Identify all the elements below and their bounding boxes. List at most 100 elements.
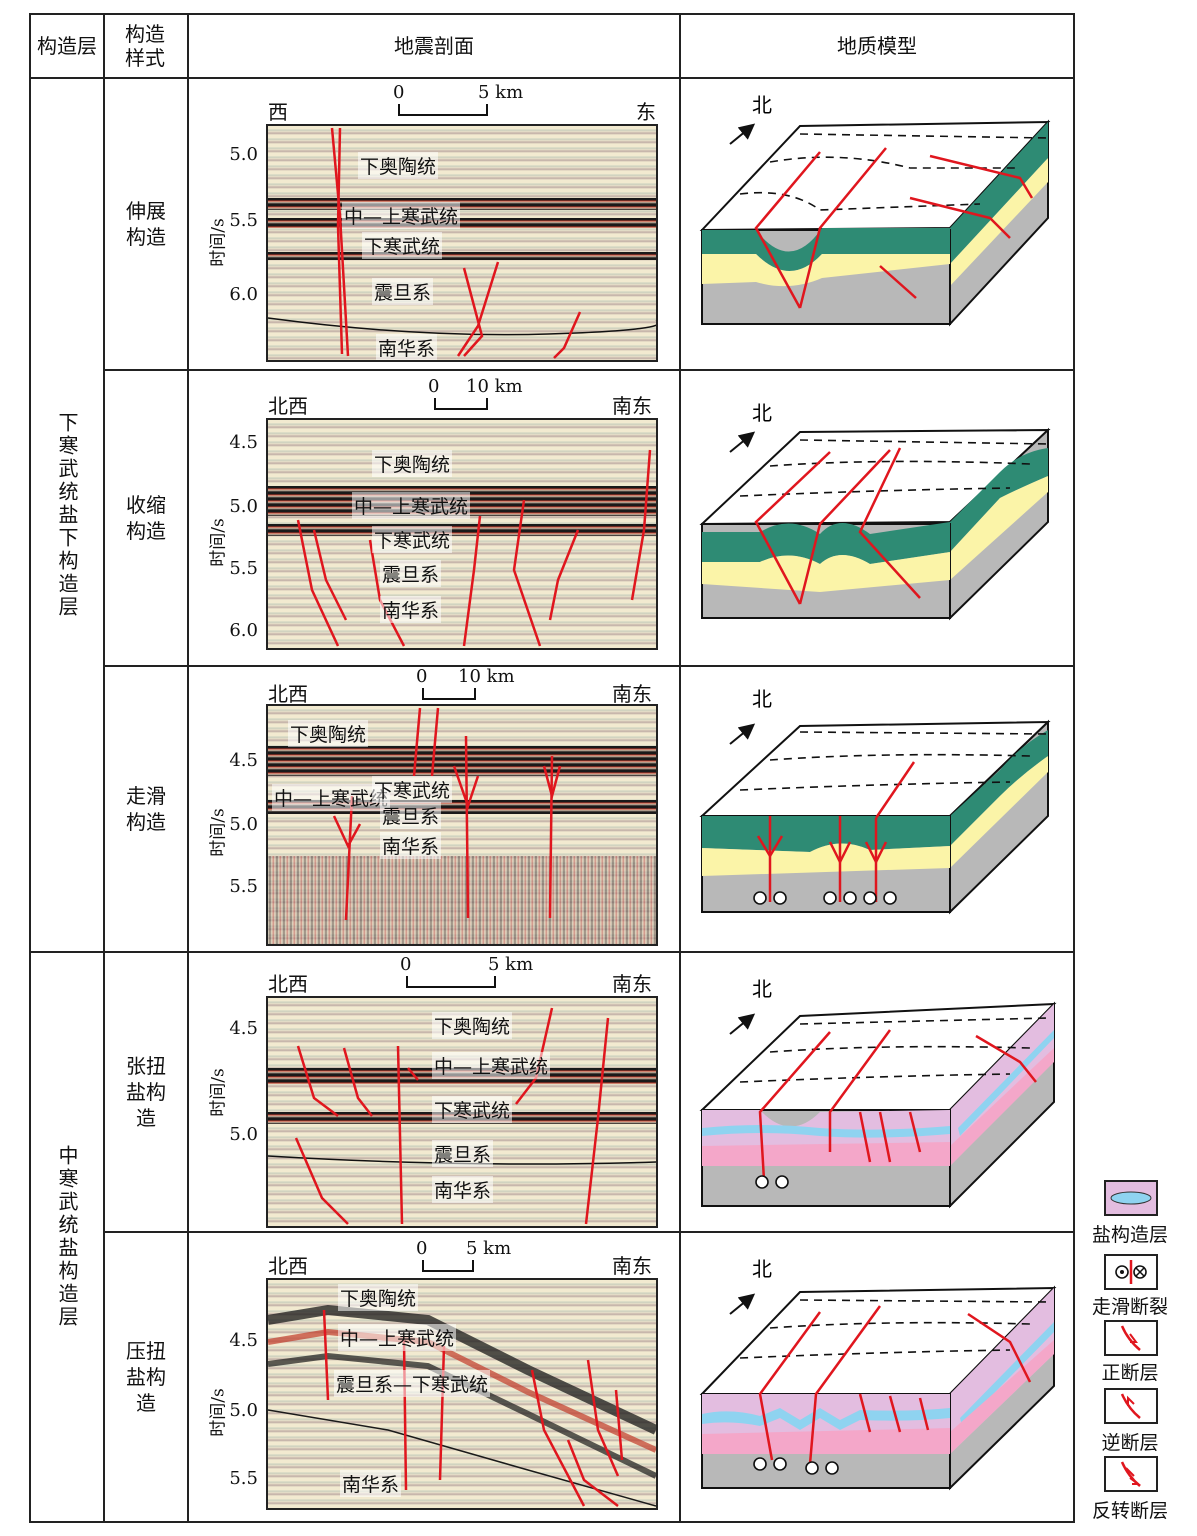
tick-label: 5.0 <box>229 144 258 165</box>
style-label-transpressional-salt: 压扭盐构造 <box>126 1339 166 1415</box>
scale-bar <box>422 1260 474 1272</box>
tick-label: 5.0 <box>229 1400 258 1421</box>
horizon-label: 南华系 <box>380 832 442 859</box>
horizon-label: 震旦系 <box>380 802 442 829</box>
scale-end: 5 km <box>478 82 524 103</box>
tick-label: 4.5 <box>229 1330 258 1351</box>
scale-end: 10 km <box>466 376 523 397</box>
horizon-label: 震旦系—下寒武统 <box>334 1370 491 1397</box>
tick-label: 5.5 <box>229 1468 258 1489</box>
north-label: 北 <box>752 93 772 117</box>
scale-bar <box>434 398 488 410</box>
strike-slip-icon <box>1104 1254 1158 1290</box>
horizon-label: 下奥陶统 <box>432 1012 513 1039</box>
north-label: 北 <box>752 401 772 425</box>
fault-traces <box>332 707 562 921</box>
scale-end: 5 km <box>488 954 534 975</box>
direction-right: 南东 <box>612 1254 652 1278</box>
tick-label: 6.0 <box>229 620 258 641</box>
horizon-label: 下寒武统 <box>432 1096 513 1123</box>
block-model-extensional: 北 <box>699 93 1051 327</box>
tick-label: 6.0 <box>229 284 258 305</box>
group-label-subsalt: 下寒武统盐下构造层 <box>55 411 79 619</box>
seismic-panel-transtensional: 下奥陶统 中—上寒武统 下寒武统 震旦系 南华系 <box>266 996 658 1228</box>
legend-label: 盐构造层 <box>1091 1224 1168 1246</box>
y-axis-label: 时间/s <box>208 1068 229 1117</box>
header-structural-style: 构造样式 <box>125 22 165 70</box>
style-label-strike-slip: 走滑构造 <box>126 784 166 834</box>
seismic-panel-extensional: 下奥陶统 中—上寒武统 下寒武统 震旦系 南华系 <box>266 124 658 362</box>
style-label-extensional: 伸展构造 <box>126 199 166 249</box>
style-label-contractional: 收缩构造 <box>126 493 166 543</box>
seismic-panel-strike-slip: 下奥陶统 中—上寒武统 下寒武统 震旦系 南华系 <box>266 704 658 946</box>
scale-bar <box>422 688 476 700</box>
reverse-fault-icon <box>1104 1388 1158 1424</box>
horizon-label: 下寒武统 <box>372 776 453 803</box>
style-label-transtensional-salt: 张扭盐构造 <box>126 1054 166 1130</box>
scale-zero: 0 <box>416 1238 428 1259</box>
tick-label: 4.5 <box>229 432 258 453</box>
seismic-panel-contractional: 下奥陶统 中—上寒武统 下寒武统 震旦系 南华系 <box>266 418 658 650</box>
header-geologic-model: 地质模型 <box>837 34 917 58</box>
block-model-transpressional-salt: 北 <box>699 1257 1057 1491</box>
tick-label: 4.5 <box>229 1018 258 1039</box>
horizon-label: 南华系 <box>432 1176 494 1203</box>
scale-zero: 0 <box>428 376 440 397</box>
horizon-label: 南华系 <box>380 596 442 623</box>
fault-traces <box>296 449 652 647</box>
scale-bar <box>398 104 488 116</box>
legend-label: 正断层 <box>1101 1362 1159 1384</box>
fault-traces <box>268 127 656 359</box>
horizon-label: 中—上寒武统 <box>432 1052 551 1079</box>
salt-layer-icon <box>1104 1180 1158 1216</box>
horizon-label: 下奥陶统 <box>338 1284 419 1311</box>
horizon-label: 下寒武统 <box>372 526 453 553</box>
block-model-contractional: 北 <box>699 401 1051 621</box>
block-model-strike-slip: 北 <box>699 687 1051 915</box>
direction-right: 东 <box>636 100 656 124</box>
direction-left: 西 <box>268 100 288 124</box>
horizon-label: 中—上寒武统 <box>352 492 471 519</box>
legend-label: 逆断层 <box>1101 1432 1159 1454</box>
north-label: 北 <box>752 687 772 711</box>
scale-zero: 0 <box>393 82 405 103</box>
tick-label: 5.5 <box>229 876 258 897</box>
tick-label: 5.0 <box>229 1124 258 1145</box>
tick-label: 5.5 <box>229 210 258 231</box>
tick-label: 5.5 <box>229 558 258 579</box>
legend-label: 走滑断裂 <box>1091 1296 1168 1318</box>
tick-label: 4.5 <box>229 750 258 771</box>
horizon-label: 震旦系 <box>372 278 434 305</box>
header-structural-layer: 构造层 <box>37 34 97 58</box>
horizon-label: 下奥陶统 <box>288 720 369 747</box>
horizon-label: 下奥陶统 <box>372 450 453 477</box>
tick-label: 5.0 <box>229 814 258 835</box>
north-label: 北 <box>752 1257 772 1281</box>
north-label: 北 <box>752 977 772 1001</box>
direction-left: 北西 <box>268 394 308 418</box>
scale-zero: 0 <box>400 954 412 975</box>
fault-traces <box>268 1304 656 1507</box>
horizon-label: 震旦系 <box>432 1140 494 1167</box>
direction-left: 北西 <box>268 1254 308 1278</box>
seismic-panel-transpressional: 下奥陶统 中—上寒武统 震旦系—下寒武统 南华系 <box>266 1278 658 1510</box>
tick-label: 5.0 <box>229 496 258 517</box>
horizon-label: 中—上寒武统 <box>342 202 461 229</box>
direction-right: 南东 <box>612 972 652 996</box>
horizon-label: 南华系 <box>376 334 438 360</box>
direction-left: 北西 <box>268 682 308 706</box>
horizon-label: 下寒武统 <box>362 232 443 259</box>
horizon-label: 南华系 <box>340 1470 402 1497</box>
scale-zero: 0 <box>416 666 428 687</box>
direction-right: 南东 <box>612 394 652 418</box>
header-seismic-profile: 地震剖面 <box>394 34 474 58</box>
block-model-transtensional-salt: 北 <box>699 977 1057 1209</box>
horizon-label: 中—上寒武统 <box>272 784 391 811</box>
horizon-label: 下奥陶统 <box>358 152 439 179</box>
direction-left: 北西 <box>268 972 308 996</box>
horizon-label: 震旦系 <box>380 560 442 587</box>
scale-end: 5 km <box>466 1238 512 1259</box>
fault-traces <box>268 1007 656 1225</box>
inversion-fault-icon <box>1104 1456 1158 1492</box>
